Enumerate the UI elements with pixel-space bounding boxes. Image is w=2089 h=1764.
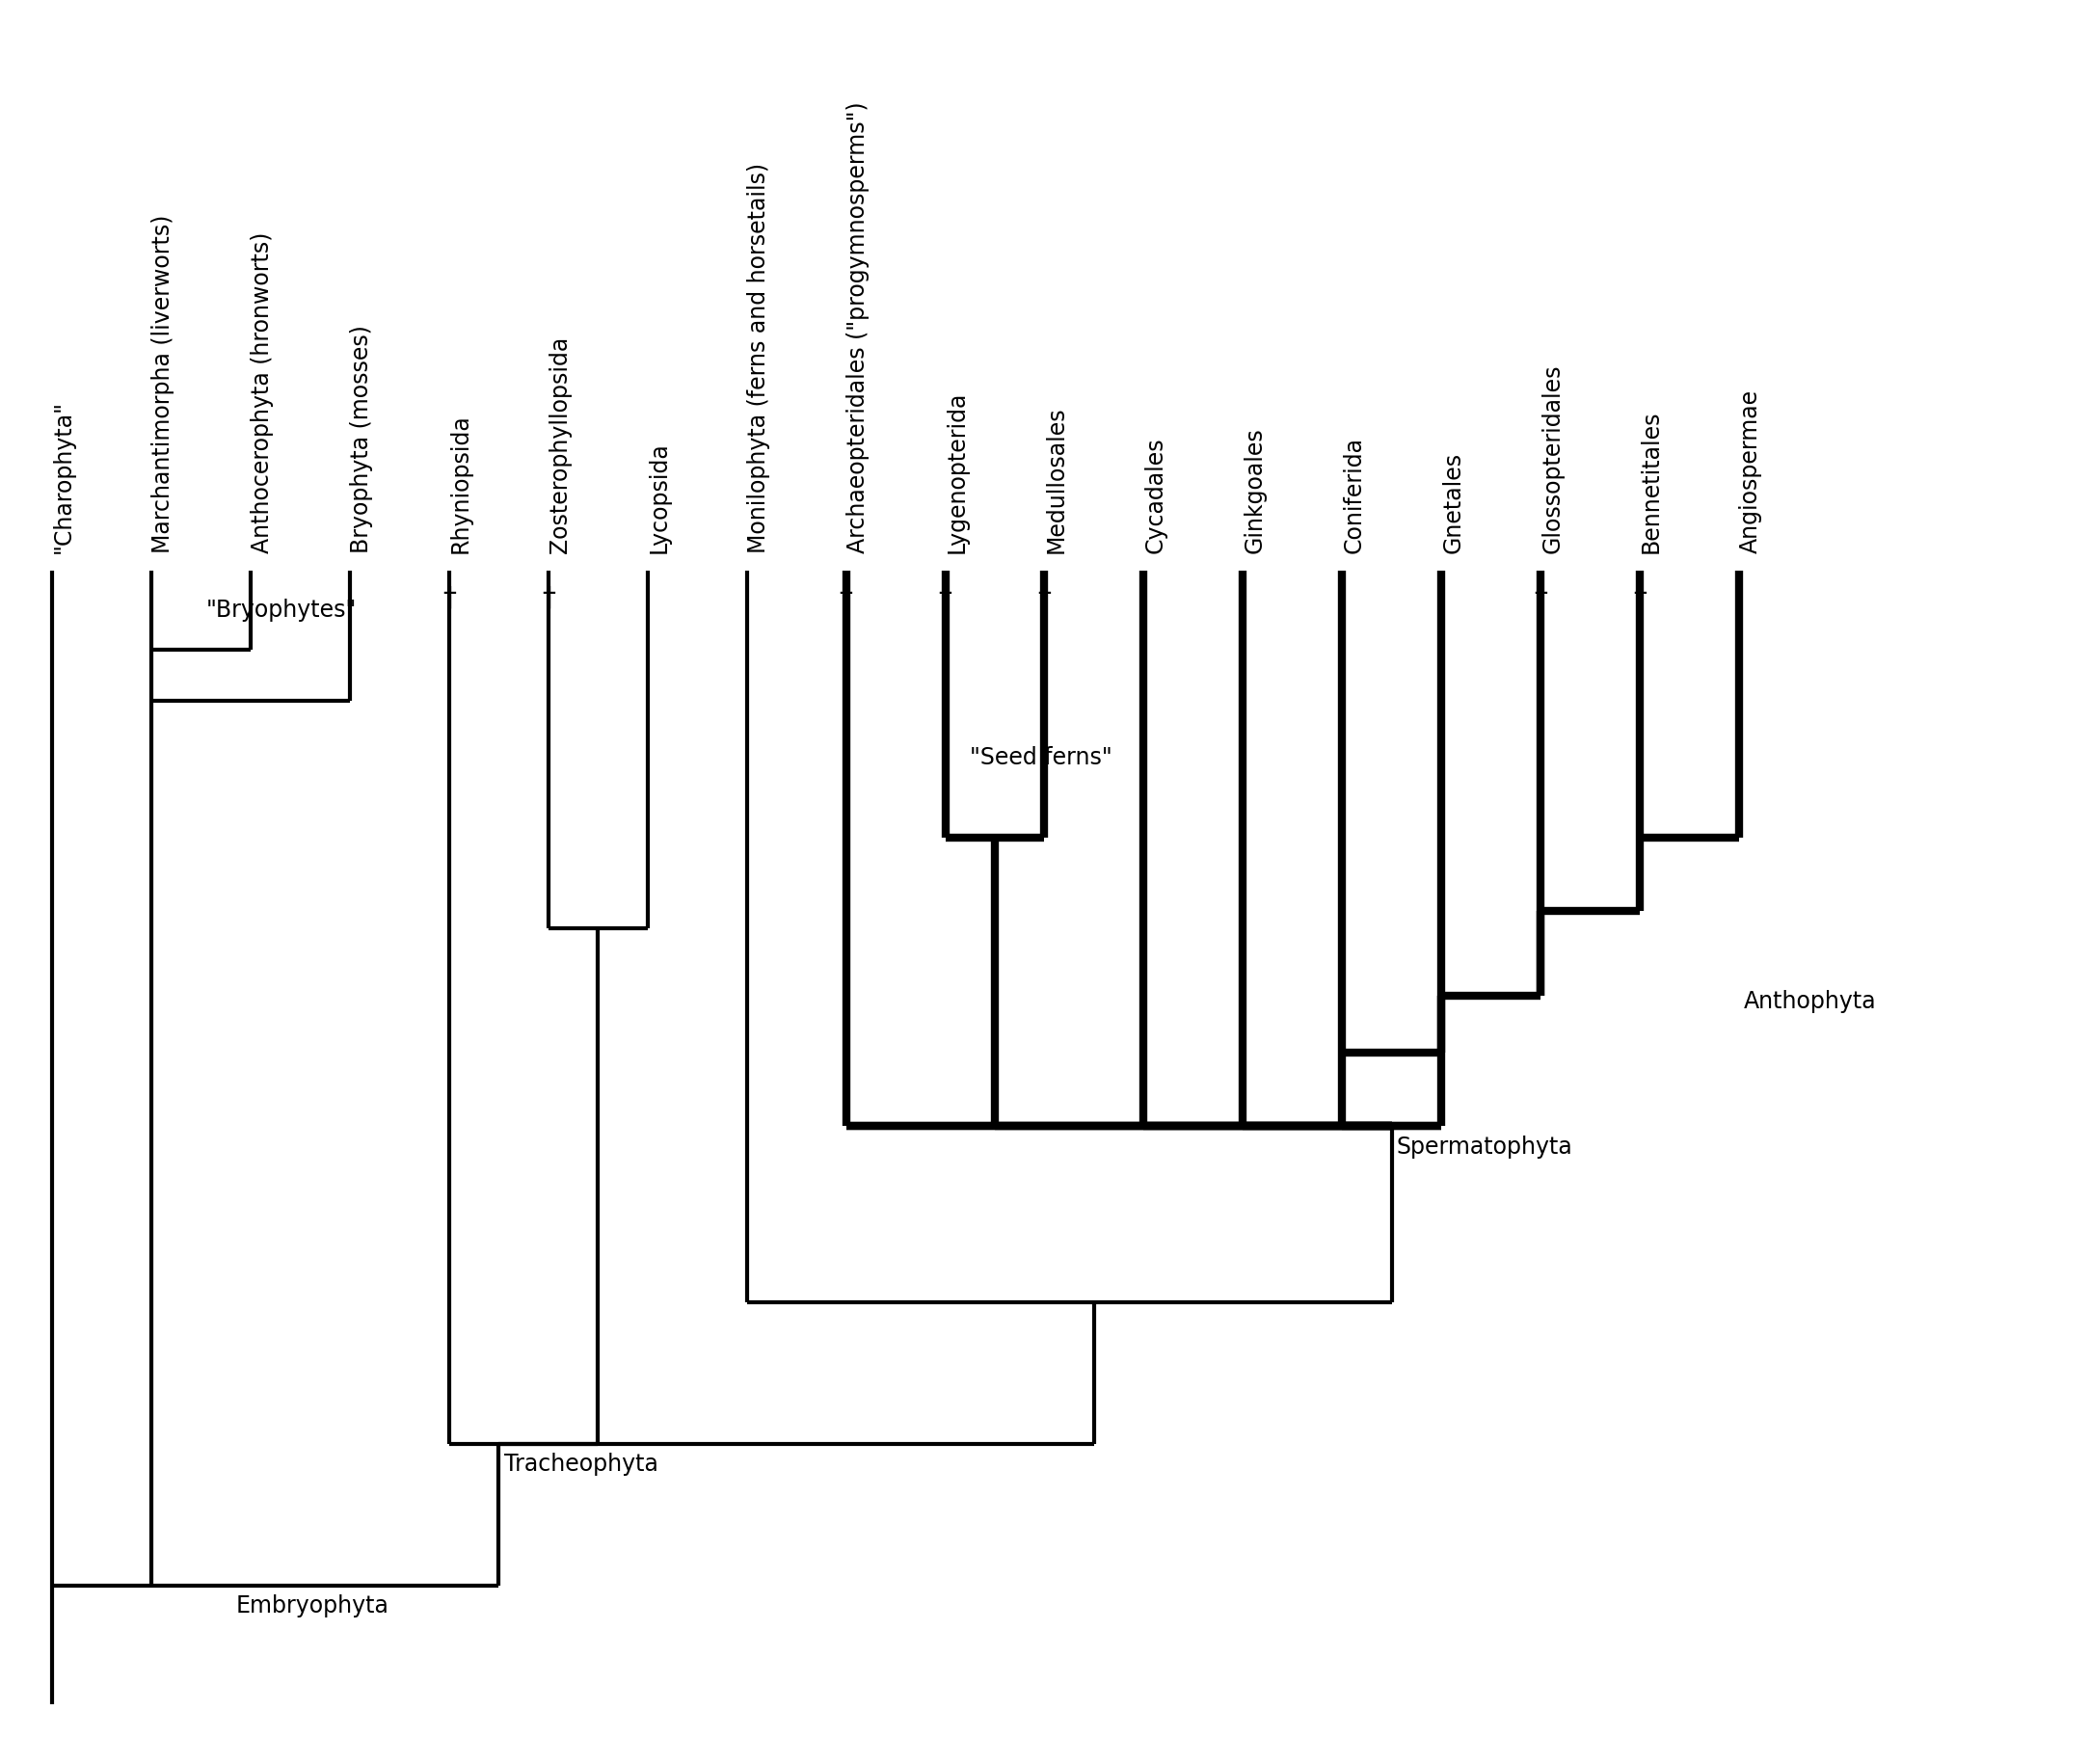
Text: "Seed ferns": "Seed ferns" <box>969 746 1113 769</box>
Text: Archaeopteridales ("progymnosperms"): Archaeopteridales ("progymnosperms") <box>846 102 869 554</box>
Text: Cycadales: Cycadales <box>1143 437 1168 554</box>
Text: Zosterophyllopsida: Zosterophyllopsida <box>549 337 572 554</box>
Text: †: † <box>1634 584 1646 612</box>
Text: Embryophyta: Embryophyta <box>236 1595 389 1618</box>
Text: †: † <box>443 584 455 612</box>
Text: Bennetitales: Bennetitales <box>1640 411 1663 554</box>
Text: Angiospermae: Angiospermae <box>1738 390 1763 554</box>
Text: †: † <box>1038 584 1051 612</box>
Text: †: † <box>1533 584 1548 612</box>
Text: †: † <box>840 584 852 612</box>
Text: Glossopteridales: Glossopteridales <box>1540 365 1565 554</box>
Text: "Charophyta": "Charophyta" <box>52 400 75 554</box>
Text: Tracheophyta: Tracheophyta <box>503 1454 658 1476</box>
Text: Lygenopterida: Lygenopterida <box>946 392 969 554</box>
Text: "Bryophytes": "Bryophytes" <box>207 598 357 621</box>
Text: Ginkgoales: Ginkgoales <box>1243 427 1266 554</box>
Text: Spermatophyta: Spermatophyta <box>1398 1136 1573 1159</box>
Text: Gnetales: Gnetales <box>1441 452 1464 554</box>
Text: Coniferida: Coniferida <box>1341 437 1366 554</box>
Text: †: † <box>541 584 556 612</box>
Text: Monilophyta (ferns and horsetails): Monilophyta (ferns and horsetails) <box>748 164 771 554</box>
Text: Medullosales: Medullosales <box>1044 407 1067 554</box>
Text: Lycopsida: Lycopsida <box>648 443 671 554</box>
Text: †: † <box>938 584 953 612</box>
Text: Bryophyta (mosses): Bryophyta (mosses) <box>351 325 374 554</box>
Text: Marchantimorpha (liverworts): Marchantimorpha (liverworts) <box>152 215 175 554</box>
Text: Anthocerophyta (hronworts): Anthocerophyta (hronworts) <box>251 233 274 554</box>
Text: Anthophyta: Anthophyta <box>1744 990 1876 1013</box>
Text: Rhyniopsida: Rhyniopsida <box>449 415 472 554</box>
